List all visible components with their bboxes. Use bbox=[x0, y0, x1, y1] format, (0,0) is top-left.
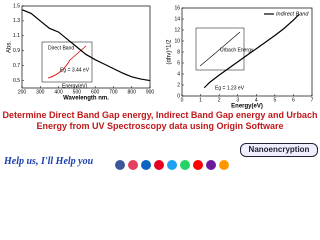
plot-frame bbox=[21, 5, 151, 89]
help-text: Help us, I'll Help you bbox=[4, 156, 94, 167]
x-tick-label: 900 bbox=[146, 89, 155, 95]
data-line bbox=[21, 9, 151, 82]
icon bbox=[141, 160, 151, 170]
x-tick-label: 700 bbox=[109, 89, 118, 95]
headline: Determine Direct Band Gap energy, Indire… bbox=[2, 110, 318, 131]
chart: 200 300 400 500 600 700 800 9000.50.70.91.11.31… bbox=[7, 3, 314, 170]
icon bbox=[193, 160, 203, 170]
legend-label: Indirect Band bbox=[276, 11, 309, 17]
y-tick-label: 1.3 bbox=[13, 18, 20, 24]
x-tick-label: 800 bbox=[128, 89, 137, 95]
channel-name: Nanoencryption bbox=[240, 143, 318, 157]
x-tick-label: 400 bbox=[54, 89, 63, 95]
x-tick-label: 3 bbox=[236, 97, 239, 103]
icon bbox=[219, 160, 229, 170]
icon bbox=[206, 160, 216, 170]
icon bbox=[180, 160, 190, 170]
inset-curve bbox=[199, 31, 241, 67]
annotation: Eg = 3.44 eV bbox=[60, 67, 90, 73]
x-tick-label: 6 bbox=[292, 97, 295, 103]
icon bbox=[167, 160, 177, 170]
icon bbox=[154, 160, 164, 170]
y-axis-label: (αhν)^1/2 bbox=[167, 39, 173, 65]
y-tick-label: 4 bbox=[177, 71, 180, 77]
y-tick-label: 6 bbox=[177, 60, 180, 66]
annotation: Energy(eV) bbox=[62, 83, 88, 89]
y-tick-label: 8 bbox=[177, 49, 180, 55]
x-tick-label: 4 bbox=[255, 97, 258, 103]
x-tick-label: 200 bbox=[18, 89, 27, 95]
inset-box bbox=[41, 41, 93, 83]
page: 200 300 400 500 600 700 800 900 0.5 0.7 0.9 1.1 1.3 1… bbox=[2, 3, 318, 170]
y-tick-label: 14 bbox=[174, 16, 180, 22]
inset-curve bbox=[47, 45, 87, 79]
x-tick-label: 5 bbox=[273, 97, 276, 103]
data-line bbox=[203, 14, 300, 89]
y-tick-label: 2 bbox=[177, 82, 180, 88]
y-tick-label: 16 bbox=[174, 5, 180, 11]
annotation: Eg = 1.23 eV bbox=[215, 85, 245, 91]
x-axis-label: Wavelength nm. bbox=[63, 96, 109, 102]
annotation: Direct Band bbox=[48, 45, 74, 51]
x-tick-label: 7 bbox=[311, 97, 314, 103]
icon bbox=[115, 160, 125, 170]
x-tick-label: 300 bbox=[36, 89, 45, 95]
x-tick-label: 600 bbox=[91, 89, 100, 95]
x-tick-label: 500 bbox=[73, 89, 82, 95]
y-tick-label: 1.1 bbox=[13, 33, 20, 39]
y-tick-label: 0.9 bbox=[13, 48, 20, 54]
x-tick-label: 0 bbox=[181, 97, 184, 103]
y-tick-label: 12 bbox=[174, 27, 180, 33]
y-tick-label: 0 bbox=[177, 93, 180, 99]
x-tick-label: 2 bbox=[218, 97, 221, 103]
y-axis-label: Abs. bbox=[7, 41, 13, 53]
x-tick-label: 1 bbox=[199, 97, 202, 103]
x-axis-label: Energy(eV) bbox=[231, 104, 263, 110]
y-tick-label: 0.5 bbox=[13, 78, 20, 84]
icon bbox=[128, 160, 138, 170]
y-tick-label: 0.7 bbox=[13, 63, 20, 69]
y-tick-label: 10 bbox=[174, 38, 180, 44]
annotation: Urbach Energy bbox=[220, 47, 254, 53]
y-tick-label: 1.5 bbox=[13, 3, 20, 9]
